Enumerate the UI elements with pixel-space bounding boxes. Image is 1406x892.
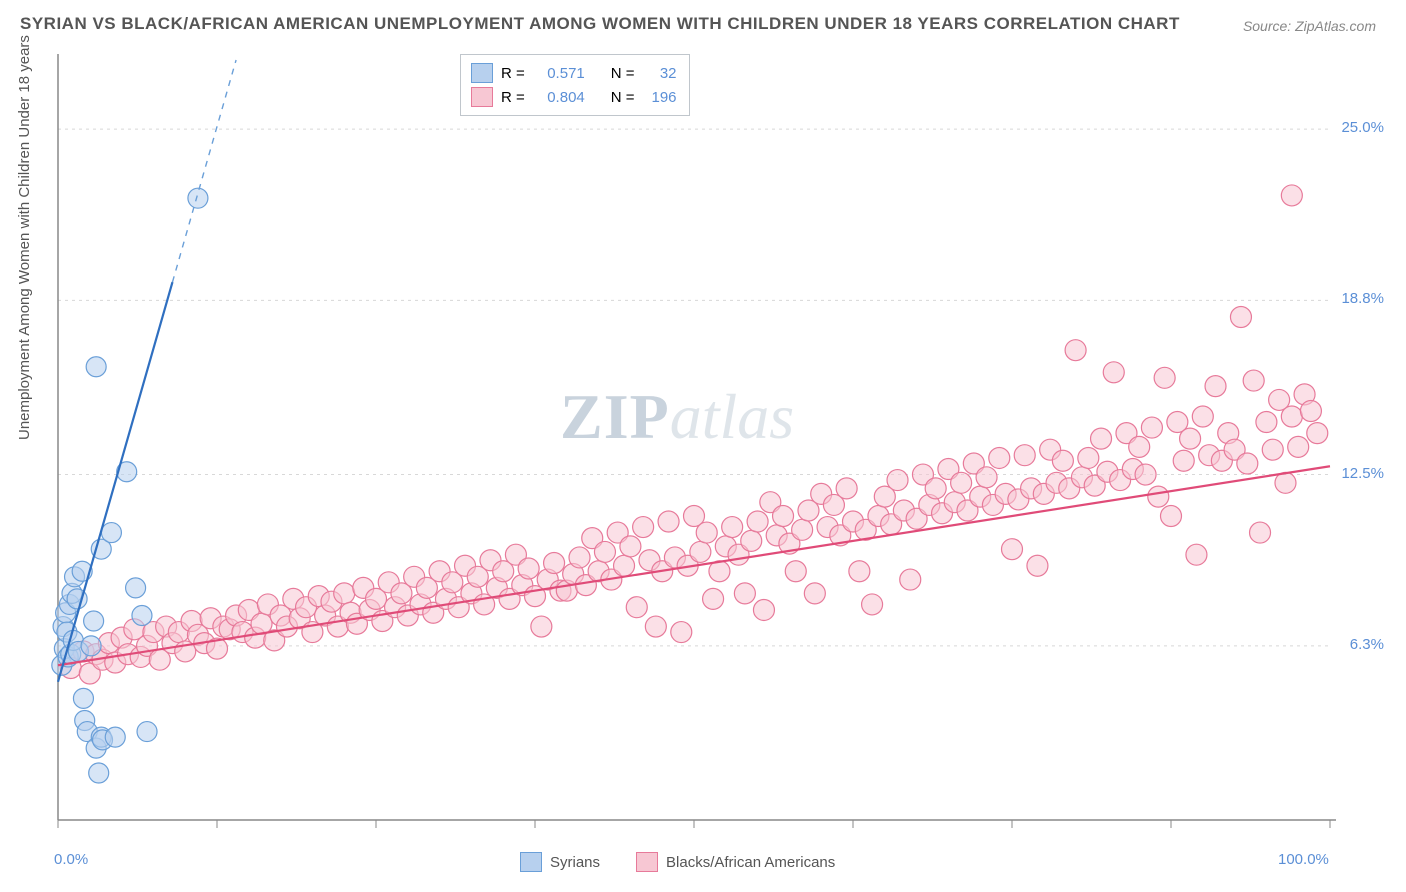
- y-tick-label: 18.8%: [1341, 290, 1384, 307]
- legend-n-label: N =: [611, 89, 635, 106]
- legend-row-syrians: R = 0.571 N = 32: [471, 61, 677, 85]
- legend-n-value-syrians: 32: [643, 65, 677, 82]
- y-tick-label: 25.0%: [1341, 119, 1384, 136]
- legend-r-label: R =: [501, 65, 525, 82]
- y-tick-label: 12.5%: [1341, 465, 1384, 482]
- series-legend: Syrians Blacks/African Americans: [520, 852, 835, 872]
- legend-swatch-syrians: [471, 63, 493, 83]
- legend-item-syrians: Syrians: [520, 852, 600, 872]
- legend-n-value-blacks: 196: [643, 89, 677, 106]
- x-tick-label: 100.0%: [1278, 851, 1329, 868]
- chart-container: SYRIAN VS BLACK/AFRICAN AMERICAN UNEMPLO…: [0, 0, 1406, 892]
- legend-swatch-blacks-bottom: [636, 852, 658, 872]
- legend-swatch-syrians-bottom: [520, 852, 542, 872]
- legend-r-label: R =: [501, 89, 525, 106]
- y-tick-label: 6.3%: [1350, 636, 1384, 653]
- legend-r-value-syrians: 0.571: [533, 65, 585, 82]
- legend-swatch-blacks: [471, 87, 493, 107]
- legend-row-blacks: R = 0.804 N = 196: [471, 85, 677, 109]
- legend-n-label: N =: [611, 65, 635, 82]
- legend-label-blacks: Blacks/African Americans: [666, 854, 835, 871]
- scatter-chart: [0, 0, 1406, 892]
- x-tick-label: 0.0%: [54, 851, 88, 868]
- legend-label-syrians: Syrians: [550, 854, 600, 871]
- legend-item-blacks: Blacks/African Americans: [636, 852, 835, 872]
- legend-r-value-blacks: 0.804: [533, 89, 585, 106]
- correlation-legend: R = 0.571 N = 32 R = 0.804 N = 196: [460, 54, 690, 116]
